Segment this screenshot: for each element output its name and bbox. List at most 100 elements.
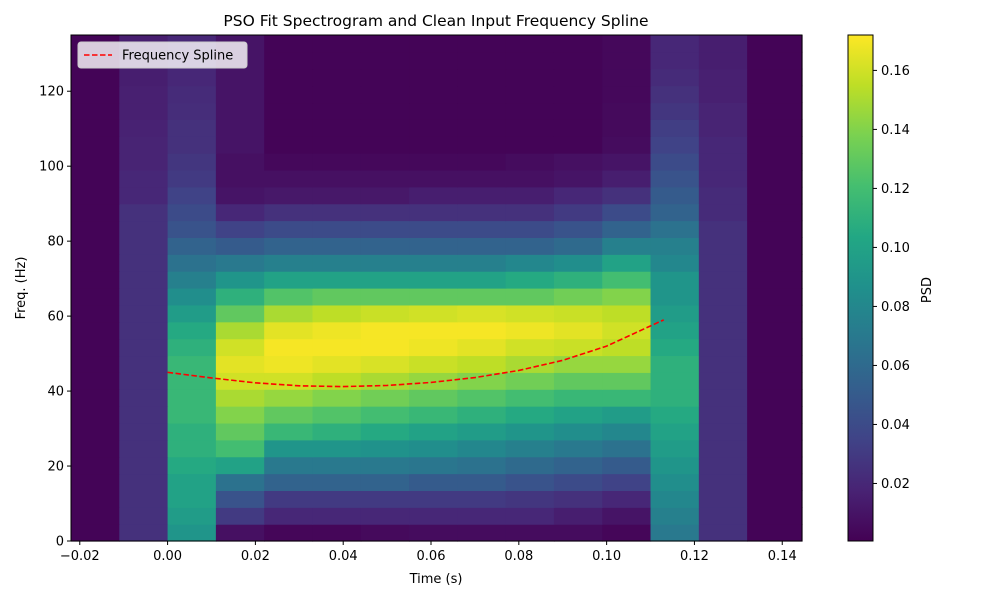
colorbar-tick-label: 0.14 [881,123,910,138]
heatmap-cell [312,102,362,120]
heatmap-cell [71,439,120,458]
heatmap-cell [360,254,410,272]
heatmap-cell [360,119,410,137]
y-tick-label: 60 [47,310,64,325]
heatmap-cell [360,51,410,70]
heatmap-cell [71,473,120,491]
heatmap-cell [360,490,410,508]
heatmap-cell [698,85,748,104]
heatmap-cell [360,203,410,222]
heatmap-cell [264,119,314,137]
y-tick-label: 20 [47,460,64,475]
heatmap-cell [215,288,265,306]
heatmap-cell [360,355,410,373]
y-axis-label: Freq. (Hz) [14,257,29,320]
heatmap-cell [602,136,652,154]
heatmap-cell [119,406,169,424]
heatmap-cell [119,169,169,188]
heatmap-cell [457,136,507,154]
heatmap-cell [505,456,555,475]
heatmap-cell [698,169,748,188]
heatmap-cell [409,406,458,424]
heatmap-cell [409,321,458,340]
heatmap-cell [167,439,217,458]
heatmap-cell [409,389,458,407]
heatmap-cell [505,389,555,407]
heatmap-cell [505,321,555,340]
heatmap-cell [457,490,507,508]
heatmap-cell [747,136,803,154]
heatmap-cell [167,271,217,289]
x-tick-label: 0.12 [680,549,709,564]
heatmap-cell [553,119,603,137]
heatmap-cell [747,51,803,70]
heatmap-cell [312,439,362,458]
colorbar-tick-label: 0.02 [881,477,910,492]
heatmap-cell [698,288,748,306]
heatmap-cell [119,153,169,171]
heatmap-cell [119,490,169,508]
x-axis-ticks: −0.02 0.00 0.02 0.04 0.06 0.08 0.10 0.12 0.14 [60,541,797,564]
heatmap-cell [264,456,314,475]
heatmap-cell [457,271,507,289]
spline-layer [167,319,665,388]
heatmap-cell [747,68,803,87]
heatmap-cell [71,169,120,188]
heatmap-cell [553,85,603,104]
heatmap-cell [119,304,169,323]
heatmap-cell [264,406,314,424]
heatmap-cell [553,304,603,323]
heatmap-cell [215,85,265,104]
heatmap-cell [698,338,748,357]
heatmap-cell [505,136,555,154]
heatmap-cell [167,153,217,171]
heatmap-cell [215,490,265,508]
heatmap-cell [553,35,603,53]
heatmap-cell [602,406,652,424]
heatmap-cell [505,186,555,205]
heatmap-cell [409,288,458,306]
heatmap-cell [553,473,603,491]
heatmap-cell [505,119,555,137]
heatmap-cell [650,524,700,542]
heatmap-cell [360,271,410,289]
heatmap-cell [457,85,507,104]
heatmap-cell [457,35,507,53]
heatmap-cell [698,153,748,171]
heatmap-cell [505,406,555,424]
colorbar-frame [847,34,874,542]
heatmap-cell [215,186,265,205]
colorbar-label: PSD [920,277,935,303]
heatmap-cell [457,406,507,424]
heatmap-cell [747,169,803,188]
heatmap-cell [312,237,362,255]
heatmap-cell [409,439,458,458]
heatmap-cell [360,237,410,255]
heatmap-cell [119,237,169,255]
heatmap-cell [360,169,410,188]
heatmap-cell [215,456,265,475]
heatmap-cell [119,102,169,120]
heatmap-cell [650,254,700,272]
heatmap-cell [505,372,555,390]
heatmap-cell [167,524,217,542]
heatmap-cell [698,136,748,154]
heatmap-cell [698,271,748,289]
heatmap-cell [167,456,217,475]
heatmap-cell [409,102,458,120]
legend-entry-label: Frequency Spline [122,49,233,64]
heatmap-cell [312,524,362,542]
heatmap-cell [553,169,603,188]
heatmap-cell [215,439,265,458]
heatmap-cell [409,186,458,205]
heatmap-cell [215,102,265,120]
heatmap-cell [505,153,555,171]
heatmap-cell [505,490,555,508]
heatmap-cell [264,355,314,373]
heatmap-cell [264,35,314,53]
heatmap-cell [602,288,652,306]
heatmap-cell [650,288,700,306]
colorbar-tick-label: 0.12 [881,182,910,197]
heatmap-cell [167,220,217,238]
heatmap-cell [167,237,217,255]
